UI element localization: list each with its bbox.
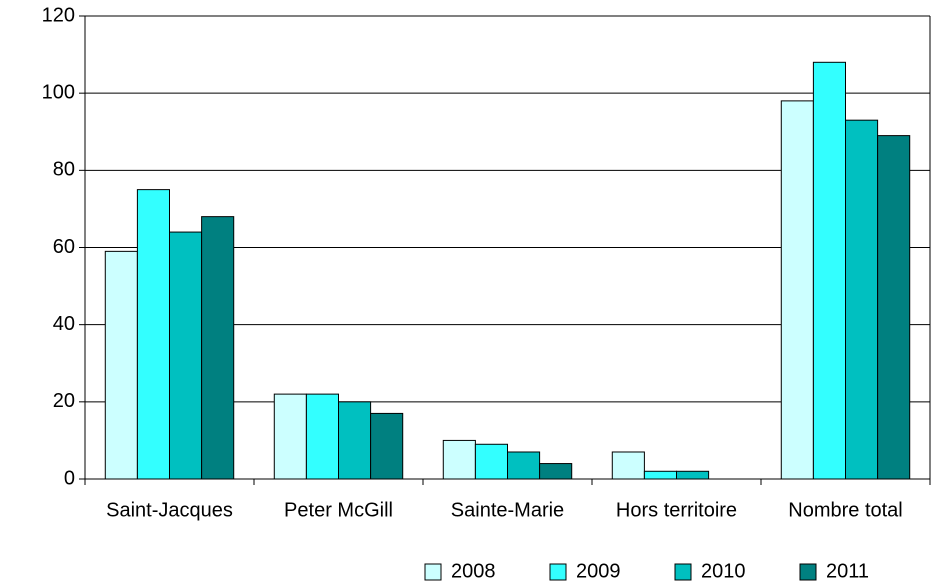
legend-label: 2010 (701, 560, 746, 582)
legend-swatch (674, 563, 692, 581)
legend-label: 2009 (576, 560, 621, 582)
legend-swatch (549, 563, 567, 581)
legend-swatch (424, 563, 442, 581)
x-tick-label: Sainte-Marie (451, 499, 564, 521)
bar (169, 231, 203, 480)
bar (676, 470, 710, 480)
bar (338, 401, 372, 480)
bar (201, 216, 235, 480)
y-tick-label: 20 (53, 390, 75, 412)
bar (474, 443, 509, 480)
y-tick-label: 40 (53, 313, 75, 335)
x-tick-label: Hors territoire (616, 499, 737, 521)
bar (812, 61, 847, 480)
x-tick-label: Nombre total (788, 499, 903, 521)
bar (845, 119, 879, 480)
bar (136, 189, 170, 480)
bar (780, 100, 814, 480)
bar (104, 250, 138, 480)
y-tick-label: 120 (42, 4, 75, 26)
bar (611, 451, 645, 480)
bar (442, 439, 476, 480)
x-tick-label: Saint-Jacques (106, 499, 233, 521)
bar (539, 463, 573, 480)
y-tick-label: 100 (42, 81, 75, 103)
bar (305, 393, 340, 480)
bar (507, 451, 541, 480)
bar (877, 135, 911, 480)
legend-label: 2008 (451, 560, 496, 582)
bar (643, 470, 678, 480)
bar (273, 393, 307, 480)
legend-label: 2011 (826, 560, 869, 582)
y-tick-label: 80 (53, 159, 75, 181)
y-tick-label: 0 (64, 467, 75, 489)
x-tick-label: Peter McGill (284, 499, 393, 521)
legend-swatch (799, 563, 817, 581)
y-tick-label: 60 (53, 236, 75, 258)
bar (370, 412, 404, 480)
